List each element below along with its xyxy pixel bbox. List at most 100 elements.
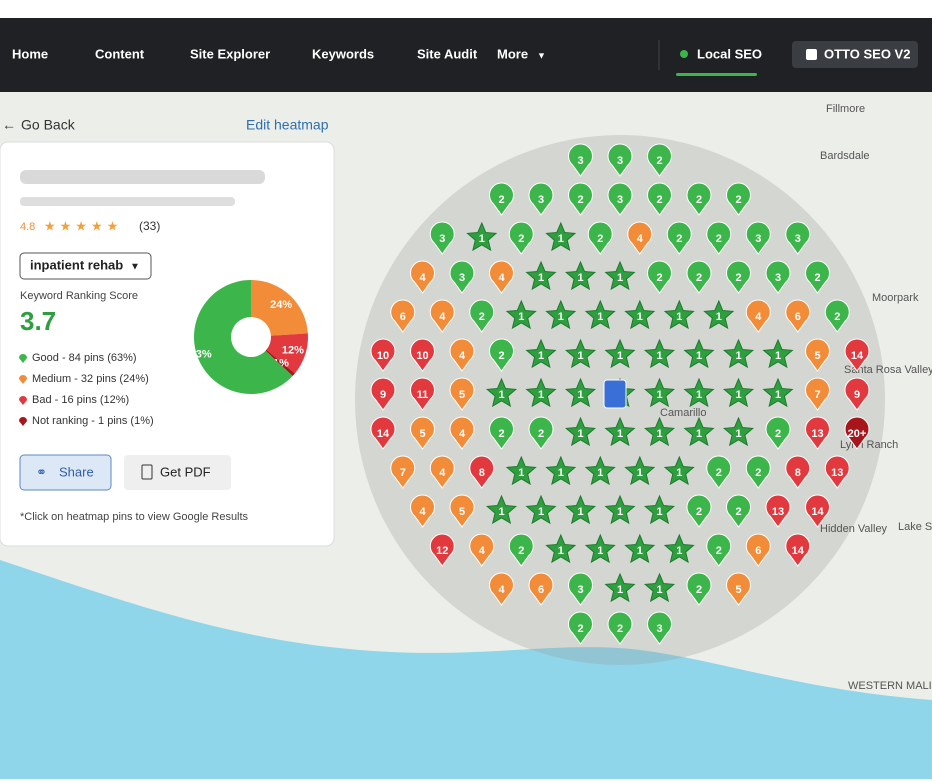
pin[interactable]: 7 [805,377,830,411]
pdf-button[interactable] [124,455,231,490]
pin[interactable]: 2 [706,455,732,489]
pin[interactable]: 3 [568,143,593,177]
pin[interactable]: 2 [647,143,672,177]
pin[interactable]: 4 [410,494,435,528]
pin[interactable]: 4 [429,455,455,489]
pin[interactable]: 2 [706,533,732,567]
pin[interactable]: 9 [370,377,396,411]
pin[interactable]: 1 [604,416,636,447]
pin[interactable]: 2 [508,221,534,255]
pin[interactable]: 3 [745,221,771,255]
pin[interactable]: 4 [429,299,455,333]
pin[interactable]: 3 [429,221,455,255]
pin[interactable]: 3 [647,611,672,645]
pin[interactable]: 2 [726,182,751,216]
pin[interactable]: 10 [370,338,396,372]
pin[interactable]: 2 [686,494,712,528]
nav-item[interactable]: Site Audit [417,46,478,61]
pin[interactable]: 1 [722,416,755,447]
pin[interactable]: 1 [643,494,676,525]
pin[interactable]: 1 [525,338,557,369]
pin[interactable]: 8 [785,455,811,489]
pin[interactable]: 1 [604,260,636,291]
pin[interactable]: 5 [449,494,475,528]
pin[interactable]: 3 [607,143,633,177]
pin[interactable]: 13 [824,455,850,489]
pin[interactable]: 1 [485,377,518,408]
pin[interactable]: 2 [568,611,593,645]
pin[interactable]: 2 [686,182,712,216]
pin[interactable]: 13 [805,416,830,450]
nav-item[interactable]: Home [12,46,48,61]
pin[interactable]: 1 [604,494,636,525]
pin[interactable]: 6 [785,299,811,333]
pin[interactable]: 7 [390,455,416,489]
pin[interactable]: 9 [844,377,870,411]
pin[interactable]: 5 [410,416,435,450]
pin[interactable]: 2 [706,221,732,255]
pin[interactable]: 4 [469,533,495,567]
nav-item[interactable]: Keywords [312,46,374,61]
pin[interactable]: 3 [765,260,791,294]
pin[interactable]: 14 [805,494,830,528]
pin[interactable]: 6 [528,572,554,606]
pin[interactable]: 14 [370,416,396,450]
pin[interactable]: 1 [525,260,557,291]
pin[interactable]: 1 [564,338,597,369]
pin[interactable]: 2 [824,299,850,333]
pin[interactable]: 4 [449,338,475,372]
pin[interactable]: 2 [489,416,514,450]
pin[interactable]: 2 [666,221,692,255]
share-button[interactable] [19,454,112,491]
keyword-dropdown[interactable] [19,252,152,280]
pin[interactable]: 2 [805,260,830,294]
pin[interactable]: 2 [726,494,751,528]
pin[interactable]: 14 [785,533,811,567]
pin[interactable]: 1 [683,377,715,408]
pin[interactable]: 2 [469,299,495,333]
pin[interactable]: 1 [545,455,577,486]
pin[interactable]: 8 [469,455,495,489]
pin[interactable]: 1 [643,338,676,369]
pin[interactable]: 2 [765,416,791,450]
pin[interactable]: 2 [745,455,771,489]
pin[interactable]: 2 [489,338,514,372]
pin[interactable]: 11 [410,377,435,411]
otto-button[interactable] [792,41,918,68]
nav-item[interactable]: Site Explorer [190,46,270,61]
pin[interactable]: 2 [686,572,712,606]
pin[interactable]: 1 [762,338,794,369]
pin[interactable]: 1 [584,533,616,564]
pin[interactable]: 1 [722,338,755,369]
pin[interactable]: 1 [584,299,616,330]
pin[interactable]: 2 [686,260,712,294]
pin[interactable]: 1 [643,572,676,603]
pin[interactable]: 1 [683,338,715,369]
pin[interactable]: 3 [607,182,633,216]
edit-heatmap[interactable]: Edit heatmap [246,117,329,133]
pin[interactable]: 2 [489,182,514,216]
pin[interactable]: 1 [624,533,656,564]
pin[interactable]: 1 [722,377,755,408]
pin[interactable]: 1 [505,455,537,486]
pin[interactable]: 2 [508,533,534,567]
pin[interactable]: 1 [643,377,676,408]
nav-item[interactable]: Content [95,46,145,61]
nav-item[interactable]: More [497,46,528,61]
pin[interactable]: 1 [545,221,577,252]
pin[interactable]: 2 [568,182,593,216]
pin[interactable]: 1 [505,299,537,330]
pin[interactable]: 1 [485,494,518,525]
pin[interactable]: 1 [663,533,695,564]
go-back[interactable]: Go Back [21,117,76,133]
pin[interactable]: 6 [745,533,771,567]
pin[interactable]: 2 [726,260,751,294]
pin[interactable]: 4 [745,299,771,333]
pin[interactable]: 5 [449,377,475,411]
pin[interactable]: 1 [525,494,557,525]
pin[interactable]: 4 [410,260,435,294]
pin[interactable]: 1 [624,455,656,486]
pin[interactable]: 1 [466,221,498,252]
pin[interactable]: 1 [663,299,695,330]
pin[interactable]: 5 [805,338,830,372]
